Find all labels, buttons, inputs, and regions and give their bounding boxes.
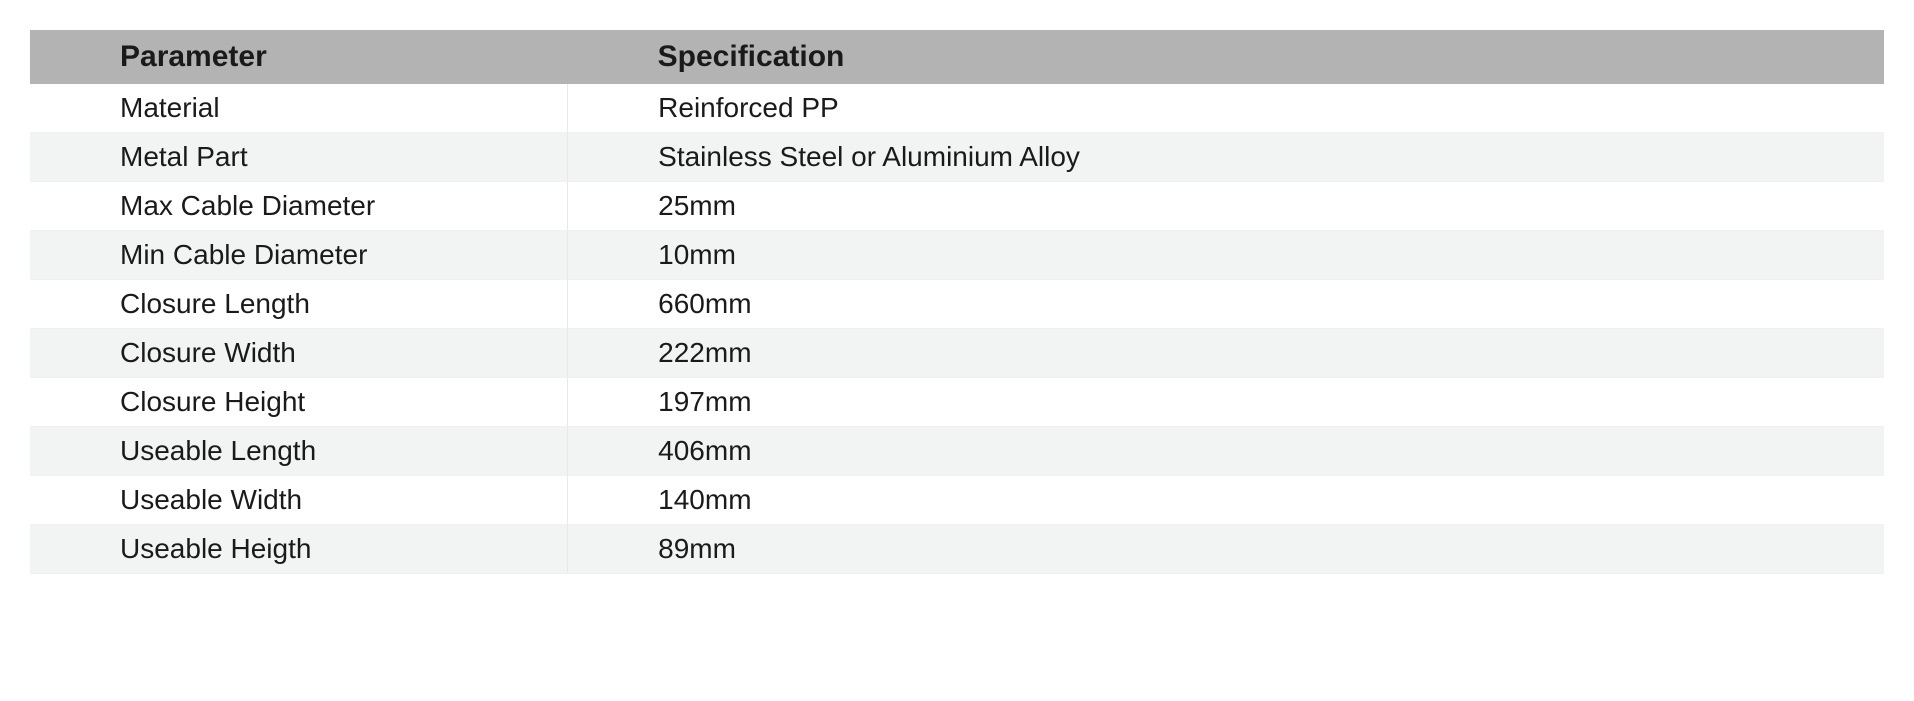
table-row: Material Reinforced PP <box>30 84 1884 133</box>
table-row: Min Cable Diameter 10mm <box>30 231 1884 280</box>
table-row: Closure Height 197mm <box>30 378 1884 427</box>
cell-specification: Reinforced PP <box>568 84 1884 133</box>
cell-specification: 222mm <box>568 329 1884 378</box>
column-header-parameter: Parameter <box>30 30 568 84</box>
cell-specification: 140mm <box>568 476 1884 525</box>
cell-parameter: Useable Length <box>30 427 568 476</box>
cell-specification: 89mm <box>568 525 1884 574</box>
column-header-specification: Specification <box>568 30 1884 84</box>
table-body: Material Reinforced PP Metal Part Stainl… <box>30 84 1884 574</box>
cell-parameter: Closure Length <box>30 280 568 329</box>
cell-specification: 660mm <box>568 280 1884 329</box>
cell-parameter: Closure Height <box>30 378 568 427</box>
cell-parameter: Useable Heigth <box>30 525 568 574</box>
table-row: Max Cable Diameter 25mm <box>30 182 1884 231</box>
table-row: Useable Heigth 89mm <box>30 525 1884 574</box>
cell-specification: 406mm <box>568 427 1884 476</box>
cell-parameter: Closure Width <box>30 329 568 378</box>
cell-parameter: Metal Part <box>30 133 568 182</box>
cell-specification: Stainless Steel or Aluminium Alloy <box>568 133 1884 182</box>
cell-specification: 197mm <box>568 378 1884 427</box>
table-row: Useable Width 140mm <box>30 476 1884 525</box>
cell-parameter: Min Cable Diameter <box>30 231 568 280</box>
specification-table: Parameter Specification Material Reinfor… <box>30 30 1884 574</box>
table-header-row: Parameter Specification <box>30 30 1884 84</box>
cell-specification: 25mm <box>568 182 1884 231</box>
table-row: Closure Width 222mm <box>30 329 1884 378</box>
cell-parameter: Useable Width <box>30 476 568 525</box>
cell-parameter: Max Cable Diameter <box>30 182 568 231</box>
table-row: Metal Part Stainless Steel or Aluminium … <box>30 133 1884 182</box>
cell-parameter: Material <box>30 84 568 133</box>
table-row: Useable Length 406mm <box>30 427 1884 476</box>
cell-specification: 10mm <box>568 231 1884 280</box>
table-row: Closure Length 660mm <box>30 280 1884 329</box>
